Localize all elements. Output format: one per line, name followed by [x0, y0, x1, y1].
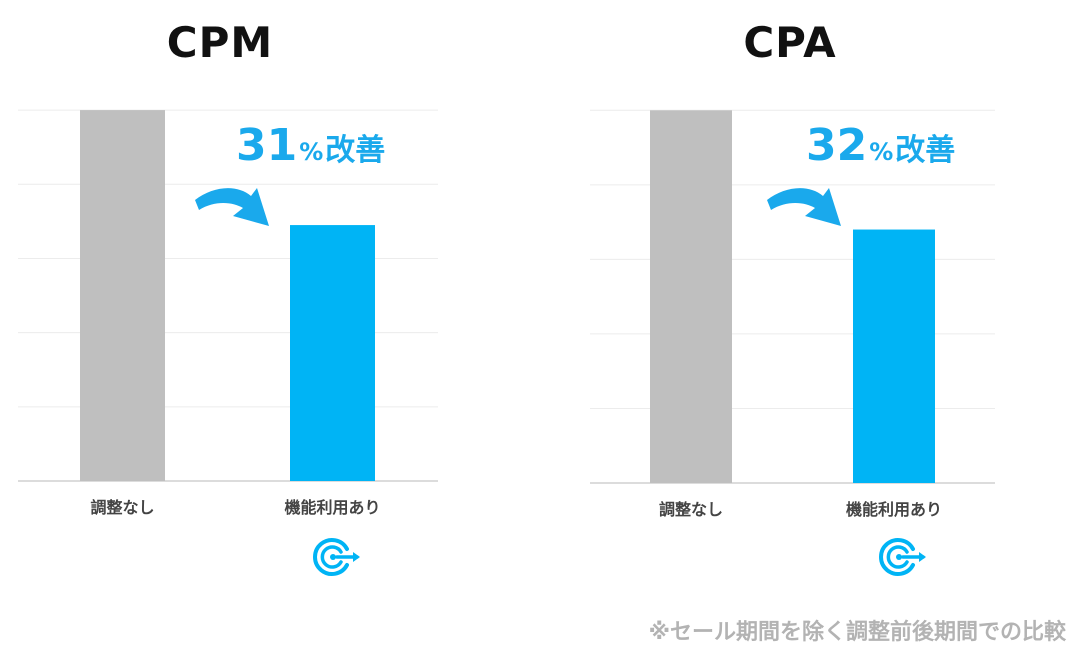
improvement-annotation: 31%改善	[236, 120, 385, 171]
bar-baseline	[80, 110, 165, 481]
circular-arrow-logo-icon	[879, 538, 926, 576]
annotation-text: 改善	[325, 133, 385, 168]
curved-arrow-icon	[195, 188, 269, 226]
chart-title: CPA	[743, 18, 837, 67]
circular-arrow-logo-icon	[313, 538, 360, 576]
curved-arrow-icon	[767, 188, 841, 226]
bar-chart-cpa: 調整なし 機能利用あり 32%改善	[590, 109, 995, 576]
bar-feature	[290, 225, 375, 481]
bar-chart-cpm: 調整なし 機能利用あり 31%改善	[18, 109, 438, 576]
chart-title: CPM	[166, 18, 274, 67]
bar-feature	[853, 229, 935, 483]
annotation-text: 改善	[895, 133, 955, 168]
bar-baseline	[650, 110, 732, 483]
annotation-number: 32	[806, 120, 867, 171]
category-label: 調整なし	[659, 500, 723, 519]
annotation-unit: %	[869, 138, 893, 166]
chart-panel-cpa: CPA 調整なし 機能利用あり 32%改善	[570, 0, 1010, 600]
annotation-unit: %	[299, 138, 323, 166]
category-label: 機能利用あり	[284, 498, 380, 517]
annotation-number: 31	[236, 120, 297, 171]
category-label: 調整なし	[90, 498, 154, 517]
category-label: 機能利用あり	[846, 500, 942, 519]
footnote: ※セール期間を除く調整前後期間での比較	[648, 620, 1066, 645]
improvement-annotation: 32%改善	[806, 120, 955, 171]
chart-panel-cpm: CPM 調整なし 機能利用あり 31%改善	[0, 0, 440, 600]
